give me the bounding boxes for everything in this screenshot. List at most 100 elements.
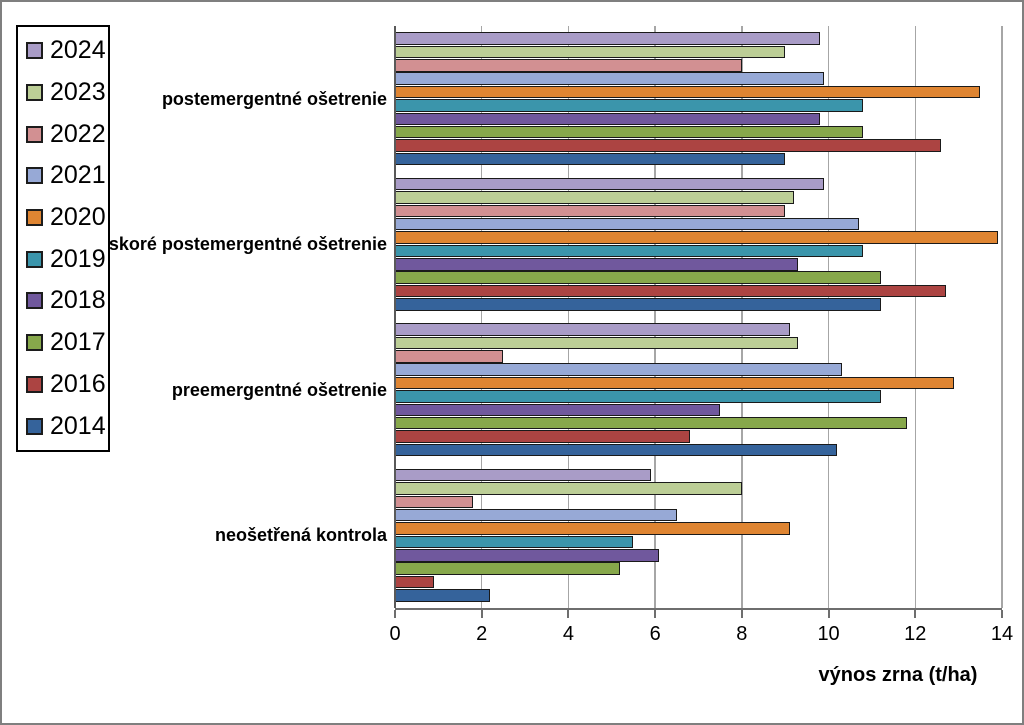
gridline: [1001, 26, 1003, 608]
x-tick-label: 10: [817, 623, 840, 645]
bar-2017: [395, 416, 907, 430]
legend-item-2023: 2023: [26, 80, 108, 105]
legend-swatch-icon: [26, 292, 43, 310]
x-axis: 0 2 4 6 8 10 12 14: [389, 608, 1013, 645]
legend-label: 2020: [50, 203, 106, 232]
legend-swatch-icon: [26, 125, 43, 143]
legend-label: 2017: [50, 328, 106, 357]
legend-label: 2018: [50, 286, 106, 315]
bar-2017: [395, 562, 621, 575]
bar-2016: [395, 284, 946, 298]
bar-2024: [395, 468, 651, 482]
legend-swatch-icon: [26, 417, 43, 435]
bar-2022: [395, 350, 504, 363]
bar-2014: [395, 152, 786, 166]
bar-2017: [395, 125, 864, 139]
x-tick: [740, 610, 743, 618]
bar-2021: [395, 508, 677, 522]
bar-2020: [395, 85, 981, 99]
x-tick: [827, 610, 830, 618]
legend-item-2021: 2021: [26, 163, 108, 188]
category-label: skoré postemergentné ošetrenie: [108, 234, 387, 255]
legend-item-2022: 2022: [26, 119, 108, 148]
gridline: [654, 26, 656, 608]
x-tick: [914, 610, 917, 618]
bar-group: [395, 317, 1002, 463]
bar-2024: [395, 323, 790, 336]
x-tick-label: 6: [649, 623, 661, 645]
x-tick-label: 14: [990, 623, 1014, 645]
legend-label: 2014: [50, 411, 106, 440]
legend-label: 2021: [50, 161, 106, 190]
gridline: [480, 26, 483, 608]
bar-group: [395, 172, 1002, 318]
bar-2016: [395, 575, 435, 589]
legend-label: 2022: [50, 119, 106, 148]
legend-item-2019: 2019: [26, 244, 108, 273]
bar-2014: [395, 589, 491, 602]
bar-2018: [395, 403, 721, 417]
bar-2024: [395, 177, 825, 191]
category-label: neošetřená kontrola: [214, 525, 387, 546]
legend-swatch-icon: [26, 84, 43, 102]
legend-item-2018: 2018: [26, 288, 108, 313]
legend-swatch-icon: [26, 209, 43, 227]
legend-swatch-icon: [26, 250, 43, 268]
bar-2016: [395, 139, 942, 152]
legend-item-2024: 2024: [26, 38, 108, 63]
legend-label: 2024: [50, 36, 106, 65]
bar-2022: [395, 59, 742, 72]
x-tick-label: 12: [904, 623, 927, 645]
bar-2023: [395, 336, 799, 350]
x-tick: [654, 610, 657, 618]
bar-2019: [395, 244, 864, 258]
x-axis-title: výnos zrna (t/ha): [818, 664, 978, 686]
legend-label: 2016: [50, 369, 106, 398]
bar-2022: [395, 204, 786, 218]
legend-swatch-icon: [26, 375, 43, 393]
legend-item-2017: 2017: [26, 330, 108, 355]
x-tick-label: 2: [476, 623, 488, 645]
x-tick-label: 4: [562, 623, 574, 645]
category-label: preemergentné ošetrenie: [171, 379, 387, 400]
x-tick: [480, 610, 483, 618]
gridline: [914, 26, 917, 608]
bar-2021: [395, 217, 859, 231]
legend-swatch-icon: [26, 334, 43, 352]
bar-2021: [395, 72, 825, 85]
bar-2019: [395, 390, 881, 403]
bar-2014: [395, 443, 838, 457]
legend-label: 2019: [50, 244, 106, 273]
bar-2014: [395, 298, 881, 311]
bar-2018: [395, 112, 820, 126]
bar-2022: [395, 495, 474, 509]
legend-swatch-icon: [26, 42, 43, 60]
gridline: [741, 26, 743, 608]
bar-2020: [395, 231, 998, 244]
bar-2023: [395, 191, 794, 204]
bar-2016: [395, 430, 690, 443]
legend: 2024 2023 2022 2021 2020 2019 2018 2017 2016 2014: [16, 25, 110, 452]
bar-2024: [395, 32, 820, 45]
x-tick: [1001, 610, 1003, 618]
bar-2020: [395, 522, 790, 535]
x-tick-label: 0: [389, 623, 401, 645]
legend-swatch-icon: [26, 167, 43, 185]
bar-group: [395, 463, 1002, 609]
plot-area: [394, 26, 1003, 609]
x-tick-label: 8: [736, 623, 748, 645]
legend-item-2014: 2014: [26, 411, 108, 440]
bar-2018: [395, 549, 660, 562]
y-axis-line: [394, 26, 396, 608]
bar-2019: [395, 535, 634, 549]
bar-group: [395, 26, 1002, 172]
gridline: [567, 26, 570, 608]
gridline: [827, 26, 830, 608]
bar-2021: [395, 363, 842, 376]
bar-2018: [395, 258, 799, 271]
bar-2020: [395, 376, 955, 390]
category-label: postemergentné ošetrenie: [161, 88, 387, 109]
x-tick: [567, 610, 570, 618]
legend-item-2016: 2016: [26, 369, 108, 398]
